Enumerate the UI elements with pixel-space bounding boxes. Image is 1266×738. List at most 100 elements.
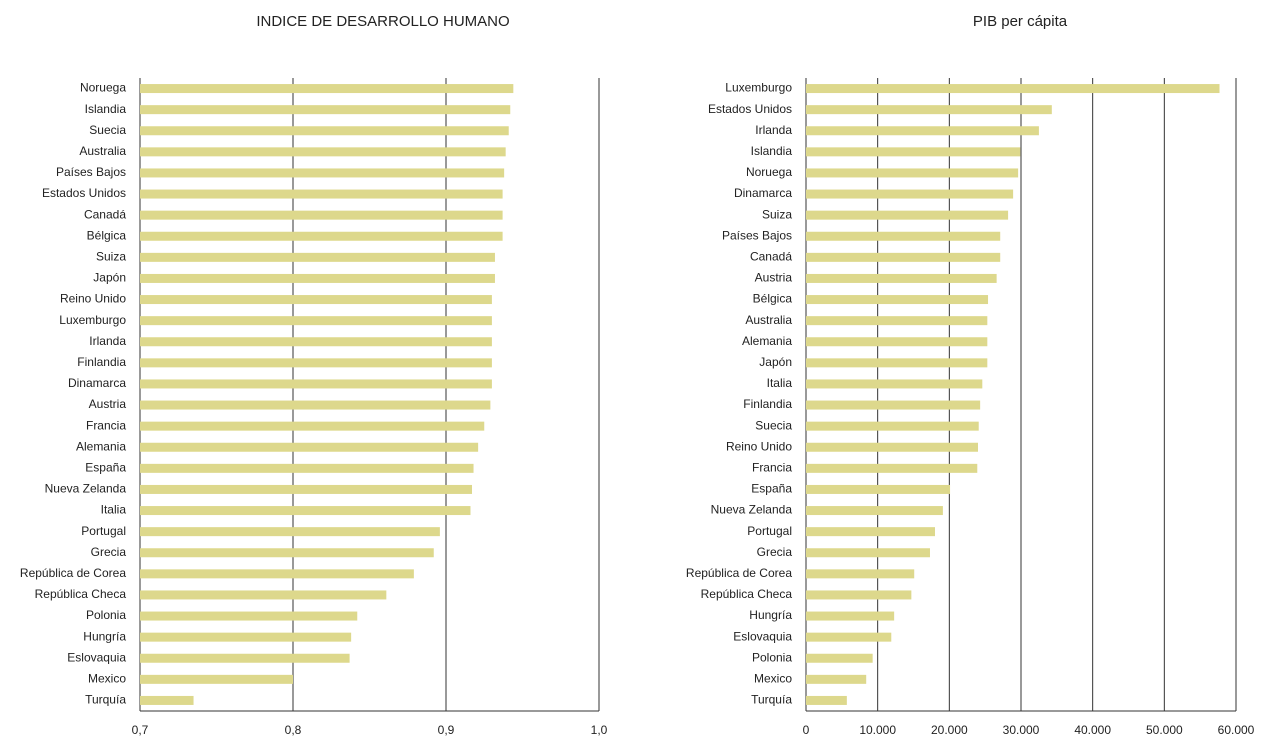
y-tick-label: Dinamarca bbox=[68, 376, 126, 390]
y-tick-label: Francia bbox=[86, 418, 126, 432]
bar bbox=[140, 189, 503, 199]
y-tick-label: Eslovaquia bbox=[67, 650, 126, 664]
bar bbox=[806, 590, 912, 600]
bar bbox=[806, 252, 1001, 262]
bar bbox=[140, 569, 414, 579]
bar bbox=[806, 358, 988, 368]
bar bbox=[806, 506, 943, 516]
bar bbox=[806, 548, 930, 558]
bar bbox=[806, 632, 892, 642]
y-tick-label: España bbox=[751, 482, 792, 496]
y-tick-label: Mexico bbox=[88, 672, 126, 686]
bar bbox=[140, 653, 350, 663]
y-tick-label: Luxemburgo bbox=[59, 313, 126, 327]
y-tick-label: República Checa bbox=[701, 587, 793, 601]
y-tick-label: Austria bbox=[755, 271, 793, 285]
x-tick-label: 30.000 bbox=[1003, 723, 1040, 737]
bar bbox=[806, 400, 981, 410]
bar bbox=[806, 84, 1220, 94]
y-tick-label: Islandia bbox=[85, 102, 127, 116]
bar bbox=[806, 527, 935, 537]
bar bbox=[806, 484, 951, 494]
x-tick-label: 40.000 bbox=[1074, 723, 1111, 737]
y-tick-label: Dinamarca bbox=[734, 186, 792, 200]
bar bbox=[140, 695, 194, 705]
y-tick-label: Alemania bbox=[742, 334, 792, 348]
bar bbox=[140, 674, 293, 684]
bar bbox=[140, 273, 495, 283]
bar bbox=[806, 126, 1039, 136]
y-tick-label: Portugal bbox=[747, 524, 792, 538]
y-tick-label: Países Bajos bbox=[722, 228, 792, 242]
bar bbox=[140, 379, 492, 389]
bar bbox=[140, 442, 479, 452]
y-tick-label: Polonia bbox=[752, 650, 792, 664]
y-tick-label: Suiza bbox=[762, 207, 792, 221]
bar bbox=[140, 316, 492, 326]
y-tick-label: Reino Unido bbox=[726, 439, 792, 453]
y-tick-label: Irlanda bbox=[89, 334, 126, 348]
y-tick-label: Grecia bbox=[91, 545, 127, 559]
y-tick-label: Bélgica bbox=[87, 228, 127, 242]
bar bbox=[140, 548, 434, 558]
y-tick-label: Reino Unido bbox=[60, 292, 126, 306]
y-tick-label: Finlandia bbox=[77, 355, 126, 369]
x-tick-label: 20.000 bbox=[931, 723, 968, 737]
bar bbox=[806, 463, 978, 473]
bar bbox=[140, 463, 474, 473]
bar bbox=[806, 231, 1001, 241]
y-tick-label: Luxemburgo bbox=[725, 81, 792, 95]
x-tick-label: 1,0 bbox=[591, 723, 608, 737]
bar bbox=[140, 126, 509, 136]
bar bbox=[806, 569, 915, 579]
bar bbox=[806, 105, 1052, 115]
x-tick-label: 60.000 bbox=[1218, 723, 1255, 737]
y-tick-label: España bbox=[85, 461, 126, 475]
y-tick-label: Suecia bbox=[755, 418, 792, 432]
bar bbox=[806, 316, 988, 326]
bar bbox=[806, 210, 1009, 220]
bar bbox=[140, 105, 511, 115]
y-tick-label: Hungría bbox=[83, 629, 126, 643]
bar bbox=[806, 611, 895, 621]
bar bbox=[806, 295, 989, 305]
y-tick-label: República de Corea bbox=[20, 566, 126, 580]
y-tick-label: Turquía bbox=[751, 693, 792, 707]
y-tick-label: Islandia bbox=[751, 144, 793, 158]
bar bbox=[806, 189, 1014, 199]
bar bbox=[140, 611, 358, 621]
x-tick-label: 0,8 bbox=[285, 723, 302, 737]
y-tick-label: República de Corea bbox=[686, 566, 792, 580]
y-tick-label: Nueva Zelanda bbox=[711, 503, 793, 517]
bar bbox=[140, 231, 503, 241]
y-tick-label: Nueva Zelanda bbox=[45, 482, 127, 496]
y-tick-label: Finlandia bbox=[743, 397, 792, 411]
bar bbox=[140, 84, 514, 94]
y-tick-label: Bélgica bbox=[753, 292, 793, 306]
x-tick-label: 0 bbox=[803, 723, 810, 737]
y-tick-label: Australia bbox=[745, 313, 792, 327]
bar bbox=[806, 653, 873, 663]
bar bbox=[140, 210, 503, 220]
y-tick-label: Japón bbox=[759, 355, 792, 369]
y-tick-label: Japón bbox=[93, 271, 126, 285]
y-tick-label: Noruega bbox=[80, 81, 126, 95]
y-tick-label: Hungría bbox=[749, 608, 792, 622]
bar bbox=[806, 695, 847, 705]
x-tick-label: 50.000 bbox=[1146, 723, 1183, 737]
x-tick-label: 0,9 bbox=[438, 723, 455, 737]
bar bbox=[806, 421, 979, 431]
y-tick-label: Portugal bbox=[81, 524, 126, 538]
y-tick-label: Turquía bbox=[85, 693, 126, 707]
bar bbox=[806, 147, 1021, 157]
y-tick-label: Estados Unidos bbox=[708, 102, 792, 116]
bar bbox=[140, 527, 440, 537]
y-tick-label: Suecia bbox=[89, 123, 126, 137]
bar bbox=[140, 252, 495, 262]
y-tick-label: Canadá bbox=[84, 207, 126, 221]
y-tick-label: Australia bbox=[79, 144, 126, 158]
bar bbox=[140, 484, 473, 494]
y-tick-label: Estados Unidos bbox=[42, 186, 126, 200]
x-tick-label: 10.000 bbox=[859, 723, 896, 737]
